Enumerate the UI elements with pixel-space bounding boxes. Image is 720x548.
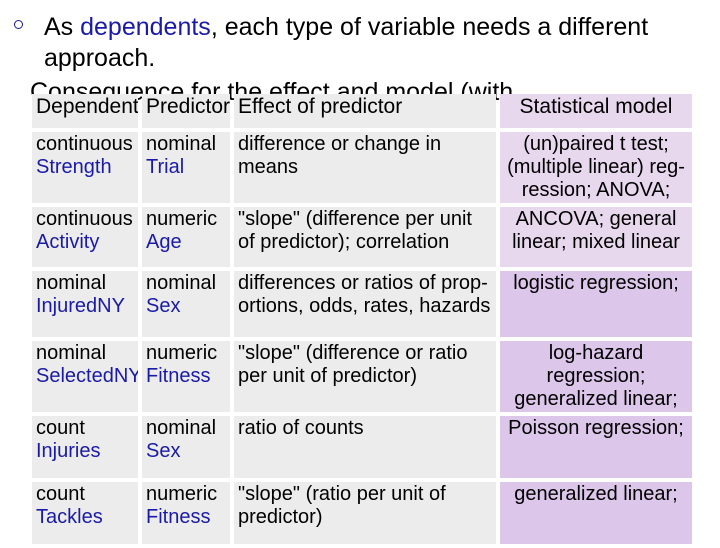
effect-cell: differences or ratios of prop-ortions, o… <box>234 271 496 337</box>
table-row: continuous Strength nominal Trial differen… <box>32 132 692 203</box>
header-effect: Effect of predictor <box>234 94 496 128</box>
model-cell: generalized linear; <box>500 482 692 544</box>
table-row: nominal SelectedNY numeric Fitness "slope"… <box>32 341 692 412</box>
table-row: count Tackles numeric Fitness "slope" (rat… <box>32 482 692 544</box>
predictor-cell: numeric Age <box>142 207 230 267</box>
variables-table: Dependent Predictor Effect of predictor … <box>28 90 696 548</box>
bullet-text: As dependents, each type of variable nee… <box>44 13 649 72</box>
header-dependent: Dependent <box>32 94 138 128</box>
predictor-cell: numeric Fitness <box>142 482 230 544</box>
predictor-cell: nominal Sex <box>142 271 230 337</box>
table-row: continuous Activity numeric Age "slope" (d… <box>32 207 692 267</box>
header-predictor: Predictor <box>142 94 230 128</box>
dependent-cell: continuous Strength <box>32 132 138 203</box>
model-cell: ANCOVA; general linear; mixed linear <box>500 207 692 267</box>
table-row: count Injuries nominal Sex ratio of counts… <box>32 416 692 478</box>
header-model: Statistical model <box>500 94 692 128</box>
bullet-dot-icon <box>14 20 23 29</box>
table-header-row: Dependent Predictor Effect of predictor … <box>32 94 692 128</box>
effect-cell: "slope" (ratio per unit of predictor) <box>234 482 496 544</box>
predictor-cell: nominal Trial <box>142 132 230 203</box>
dependent-cell: nominal InjuredNY <box>32 271 138 337</box>
effect-cell: difference or change in means <box>234 132 496 203</box>
model-cell: log-hazard regression; generalized linea… <box>500 341 692 412</box>
dependent-cell: nominal SelectedNY <box>32 341 138 412</box>
effect-cell: ratio of counts <box>234 416 496 478</box>
model-cell: (un)paired t test; (multiple linear) reg… <box>500 132 692 203</box>
dependent-cell: count Injuries <box>32 416 138 478</box>
dependents-term: dependents <box>80 13 211 41</box>
table-row: nominal InjuredNY nominal Sex differences … <box>32 271 692 337</box>
predictor-cell: nominal Sex <box>142 416 230 478</box>
model-cell: logistic regression; <box>500 271 692 337</box>
effect-cell: "slope" (difference or ratio per unit of… <box>234 341 496 412</box>
effect-cell: "slope" (difference per unit of predicto… <box>234 207 496 267</box>
model-cell: Poisson regression; <box>500 416 692 478</box>
dependent-cell: count Tackles <box>32 482 138 544</box>
dependent-cell: continuous Activity <box>32 207 138 267</box>
predictor-cell: numeric Fitness <box>142 341 230 412</box>
